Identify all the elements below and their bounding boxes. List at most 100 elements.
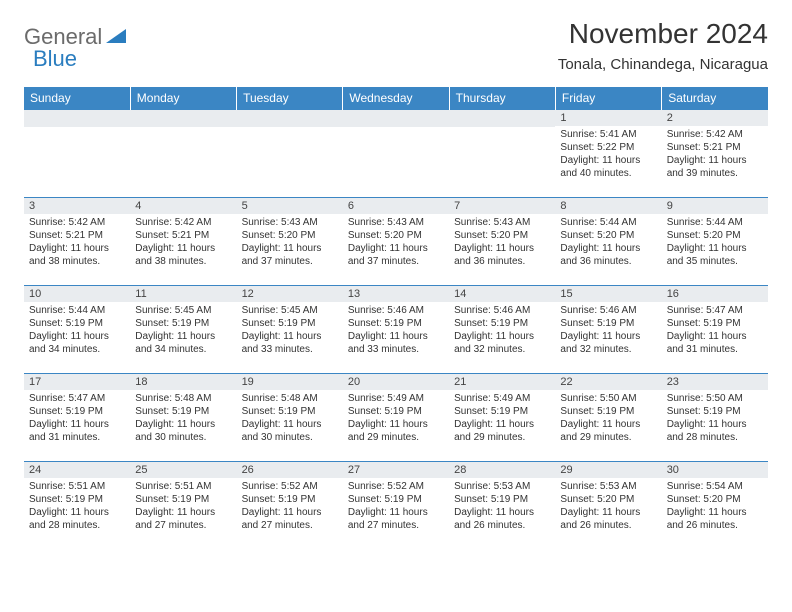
- day-content: Sunrise: 5:41 AMSunset: 5:22 PMDaylight:…: [555, 126, 661, 184]
- sunrise-text: Sunrise: 5:52 AM: [348, 480, 444, 493]
- sunrise-text: Sunrise: 5:41 AM: [560, 128, 656, 141]
- daylight-text: Daylight: 11 hours and 31 minutes.: [29, 418, 125, 444]
- sunrise-text: Sunrise: 5:44 AM: [29, 304, 125, 317]
- sunrise-text: Sunrise: 5:52 AM: [242, 480, 338, 493]
- day-number: 21: [449, 374, 555, 390]
- day-content: Sunrise: 5:43 AMSunset: 5:20 PMDaylight:…: [237, 214, 343, 272]
- daylight-text: Daylight: 11 hours and 29 minutes.: [560, 418, 656, 444]
- day-number: 22: [555, 374, 661, 390]
- calendar-cell: 12Sunrise: 5:45 AMSunset: 5:19 PMDayligh…: [237, 286, 343, 374]
- daylight-text: Daylight: 11 hours and 35 minutes.: [667, 242, 763, 268]
- calendar-week-row: 17Sunrise: 5:47 AMSunset: 5:19 PMDayligh…: [24, 374, 768, 462]
- calendar-cell: 6Sunrise: 5:43 AMSunset: 5:20 PMDaylight…: [343, 198, 449, 286]
- sunset-text: Sunset: 5:19 PM: [667, 405, 763, 418]
- sunrise-text: Sunrise: 5:53 AM: [560, 480, 656, 493]
- daylight-text: Daylight: 11 hours and 26 minutes.: [560, 506, 656, 532]
- sunrise-text: Sunrise: 5:43 AM: [454, 216, 550, 229]
- day-content: Sunrise: 5:45 AMSunset: 5:19 PMDaylight:…: [130, 302, 236, 360]
- day-number: [24, 110, 130, 127]
- day-content: Sunrise: 5:49 AMSunset: 5:19 PMDaylight:…: [343, 390, 449, 448]
- day-header: Saturday: [662, 87, 768, 110]
- daylight-text: Daylight: 11 hours and 34 minutes.: [135, 330, 231, 356]
- sunrise-text: Sunrise: 5:46 AM: [560, 304, 656, 317]
- calendar-cell: 13Sunrise: 5:46 AMSunset: 5:19 PMDayligh…: [343, 286, 449, 374]
- daylight-text: Daylight: 11 hours and 38 minutes.: [135, 242, 231, 268]
- sunset-text: Sunset: 5:20 PM: [560, 493, 656, 506]
- calendar-cell: 27Sunrise: 5:52 AMSunset: 5:19 PMDayligh…: [343, 462, 449, 550]
- calendar-cell: [449, 110, 555, 198]
- sunrise-text: Sunrise: 5:47 AM: [667, 304, 763, 317]
- calendar-week-row: 10Sunrise: 5:44 AMSunset: 5:19 PMDayligh…: [24, 286, 768, 374]
- logo-triangle-icon: [106, 27, 126, 48]
- day-content: [24, 127, 130, 133]
- calendar-cell: [237, 110, 343, 198]
- sunset-text: Sunset: 5:19 PM: [242, 405, 338, 418]
- day-header: Wednesday: [343, 87, 449, 110]
- sunrise-text: Sunrise: 5:43 AM: [242, 216, 338, 229]
- day-content: Sunrise: 5:51 AMSunset: 5:19 PMDaylight:…: [130, 478, 236, 536]
- day-number: 19: [237, 374, 343, 390]
- day-content: Sunrise: 5:42 AMSunset: 5:21 PMDaylight:…: [24, 214, 130, 272]
- day-content: Sunrise: 5:53 AMSunset: 5:20 PMDaylight:…: [555, 478, 661, 536]
- daylight-text: Daylight: 11 hours and 29 minutes.: [454, 418, 550, 444]
- sunset-text: Sunset: 5:19 PM: [560, 317, 656, 330]
- sunset-text: Sunset: 5:19 PM: [348, 493, 444, 506]
- sunrise-text: Sunrise: 5:51 AM: [29, 480, 125, 493]
- header-right: November 2024 Tonala, Chinandega, Nicara…: [558, 18, 768, 73]
- calendar-cell: 11Sunrise: 5:45 AMSunset: 5:19 PMDayligh…: [130, 286, 236, 374]
- sunrise-text: Sunrise: 5:47 AM: [29, 392, 125, 405]
- sunset-text: Sunset: 5:22 PM: [560, 141, 656, 154]
- calendar-week-row: 1Sunrise: 5:41 AMSunset: 5:22 PMDaylight…: [24, 110, 768, 198]
- day-content: Sunrise: 5:48 AMSunset: 5:19 PMDaylight:…: [130, 390, 236, 448]
- daylight-text: Daylight: 11 hours and 29 minutes.: [348, 418, 444, 444]
- daylight-text: Daylight: 11 hours and 27 minutes.: [348, 506, 444, 532]
- day-number: 7: [449, 198, 555, 214]
- day-number: 5: [237, 198, 343, 214]
- day-content: Sunrise: 5:44 AMSunset: 5:20 PMDaylight:…: [555, 214, 661, 272]
- calendar-cell: 30Sunrise: 5:54 AMSunset: 5:20 PMDayligh…: [662, 462, 768, 550]
- day-number: 1: [555, 110, 661, 126]
- calendar-table: Sunday Monday Tuesday Wednesday Thursday…: [24, 87, 768, 550]
- daylight-text: Daylight: 11 hours and 33 minutes.: [242, 330, 338, 356]
- sunset-text: Sunset: 5:21 PM: [667, 141, 763, 154]
- sunrise-text: Sunrise: 5:48 AM: [242, 392, 338, 405]
- sunrise-text: Sunrise: 5:42 AM: [29, 216, 125, 229]
- day-content: [343, 127, 449, 133]
- sunrise-text: Sunrise: 5:54 AM: [667, 480, 763, 493]
- sunrise-text: Sunrise: 5:50 AM: [560, 392, 656, 405]
- day-number: 30: [662, 462, 768, 478]
- sunset-text: Sunset: 5:19 PM: [29, 317, 125, 330]
- sunrise-text: Sunrise: 5:42 AM: [667, 128, 763, 141]
- sunrise-text: Sunrise: 5:46 AM: [348, 304, 444, 317]
- sunrise-text: Sunrise: 5:45 AM: [242, 304, 338, 317]
- sunset-text: Sunset: 5:20 PM: [348, 229, 444, 242]
- sunset-text: Sunset: 5:19 PM: [454, 405, 550, 418]
- day-header: Sunday: [24, 87, 130, 110]
- sunset-text: Sunset: 5:19 PM: [242, 317, 338, 330]
- day-content: Sunrise: 5:52 AMSunset: 5:19 PMDaylight:…: [343, 478, 449, 536]
- daylight-text: Daylight: 11 hours and 33 minutes.: [348, 330, 444, 356]
- day-content: Sunrise: 5:52 AMSunset: 5:19 PMDaylight:…: [237, 478, 343, 536]
- sunset-text: Sunset: 5:19 PM: [29, 493, 125, 506]
- day-content: Sunrise: 5:53 AMSunset: 5:19 PMDaylight:…: [449, 478, 555, 536]
- day-number: 27: [343, 462, 449, 478]
- day-content: Sunrise: 5:50 AMSunset: 5:19 PMDaylight:…: [555, 390, 661, 448]
- daylight-text: Daylight: 11 hours and 38 minutes.: [29, 242, 125, 268]
- daylight-text: Daylight: 11 hours and 36 minutes.: [454, 242, 550, 268]
- day-header: Friday: [555, 87, 661, 110]
- sunrise-text: Sunrise: 5:43 AM: [348, 216, 444, 229]
- sunset-text: Sunset: 5:19 PM: [29, 405, 125, 418]
- day-number: 28: [449, 462, 555, 478]
- day-number: 16: [662, 286, 768, 302]
- day-content: Sunrise: 5:44 AMSunset: 5:19 PMDaylight:…: [24, 302, 130, 360]
- sunset-text: Sunset: 5:21 PM: [135, 229, 231, 242]
- day-header-row: Sunday Monday Tuesday Wednesday Thursday…: [24, 87, 768, 110]
- daylight-text: Daylight: 11 hours and 34 minutes.: [29, 330, 125, 356]
- sunset-text: Sunset: 5:19 PM: [242, 493, 338, 506]
- sunset-text: Sunset: 5:20 PM: [667, 229, 763, 242]
- day-content: Sunrise: 5:46 AMSunset: 5:19 PMDaylight:…: [449, 302, 555, 360]
- calendar-cell: 29Sunrise: 5:53 AMSunset: 5:20 PMDayligh…: [555, 462, 661, 550]
- calendar-cell: 16Sunrise: 5:47 AMSunset: 5:19 PMDayligh…: [662, 286, 768, 374]
- day-content: Sunrise: 5:44 AMSunset: 5:20 PMDaylight:…: [662, 214, 768, 272]
- calendar-cell: 2Sunrise: 5:42 AMSunset: 5:21 PMDaylight…: [662, 110, 768, 198]
